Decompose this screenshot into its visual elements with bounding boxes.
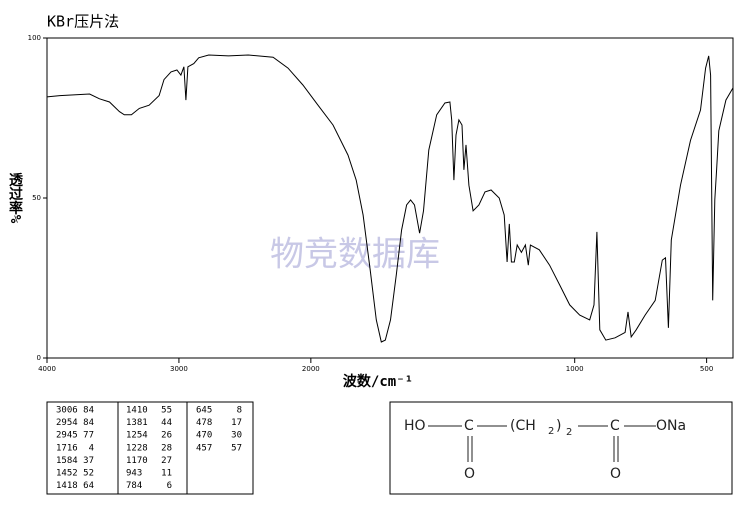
spectrum-line	[46, 54, 734, 343]
peak-wavenumber: 2945	[56, 431, 78, 441]
structure-group: HO	[404, 418, 426, 434]
structure-bonds	[428, 425, 656, 462]
structure-group: C	[464, 418, 474, 434]
structure-oxygen: O	[464, 466, 475, 482]
chart-title: KBr压片法	[47, 13, 119, 31]
structure-group: C	[610, 418, 620, 434]
x-tick-label: 2000	[302, 365, 320, 373]
peak-transmittance: 37	[83, 456, 94, 466]
peak-wavenumber: 1716	[56, 443, 78, 453]
peak-wavenumber: 3006	[56, 406, 78, 416]
peak-wavenumber: 784	[126, 481, 142, 491]
watermark: 物竞数据库	[270, 235, 440, 275]
peak-wavenumber: 478	[196, 418, 212, 428]
peak-transmittance: 44	[161, 418, 172, 428]
x-tick-label: 500	[700, 365, 713, 373]
peak-table-frame	[46, 401, 254, 495]
peak-transmittance: 11	[161, 469, 172, 479]
peak-transmittance: 84	[83, 418, 94, 428]
peak-wavenumber: 1254	[126, 431, 148, 441]
plot-frame	[46, 37, 734, 359]
x-tick-label: 4000	[38, 365, 56, 373]
peak-wavenumber: 1228	[126, 443, 148, 453]
y-tick-label: 100	[28, 34, 41, 42]
peak-wavenumber: 1381	[126, 418, 148, 428]
peak-wavenumber: 1410	[126, 406, 148, 416]
peak-transmittance: 55	[161, 406, 172, 416]
structure-group: 2	[566, 427, 572, 438]
peak-wavenumber: 1584	[56, 456, 78, 466]
peak-transmittance: 6	[167, 481, 172, 491]
peak-transmittance: 27	[161, 456, 172, 466]
y-tick-label: 0	[37, 354, 41, 362]
peak-wavenumber: 1418	[56, 481, 78, 491]
peak-transmittance: 26	[161, 431, 172, 441]
peak-transmittance: 84	[83, 406, 94, 416]
peak-transmittance: 28	[161, 443, 172, 453]
structure-group: 2	[548, 426, 554, 437]
peak-transmittance: 64	[83, 481, 94, 491]
peak-wavenumber: 2954	[56, 418, 78, 428]
peak-wavenumber: 1170	[126, 456, 148, 466]
peak-wavenumber: 645	[196, 406, 212, 416]
peak-transmittance: 4	[89, 443, 94, 453]
x-tick-label: 3000	[170, 365, 188, 373]
peak-transmittance: 8	[237, 406, 242, 416]
peak-transmittance: 17	[231, 418, 242, 428]
y-tick-label: 50	[32, 194, 41, 202]
peak-wavenumber: 457	[196, 443, 212, 453]
peak-transmittance: 30	[231, 431, 242, 441]
structure-group: )	[556, 418, 561, 434]
peak-transmittance: 77	[83, 431, 94, 441]
structure-group: ONa	[656, 418, 686, 434]
peak-wavenumber: 943	[126, 469, 142, 479]
x-axis-label: 波数/cm⁻¹	[343, 373, 413, 390]
structure-group: (CH	[510, 418, 536, 434]
peak-wavenumber: 1452	[56, 469, 78, 479]
peak-wavenumber: 470	[196, 431, 212, 441]
structure-frame	[389, 401, 733, 495]
x-tick-label: 1000	[566, 365, 584, 373]
structure-oxygen: O	[610, 466, 621, 482]
peak-transmittance: 57	[231, 443, 242, 453]
y-axis-label: 透过率%	[7, 173, 23, 224]
peak-transmittance: 52	[83, 469, 94, 479]
